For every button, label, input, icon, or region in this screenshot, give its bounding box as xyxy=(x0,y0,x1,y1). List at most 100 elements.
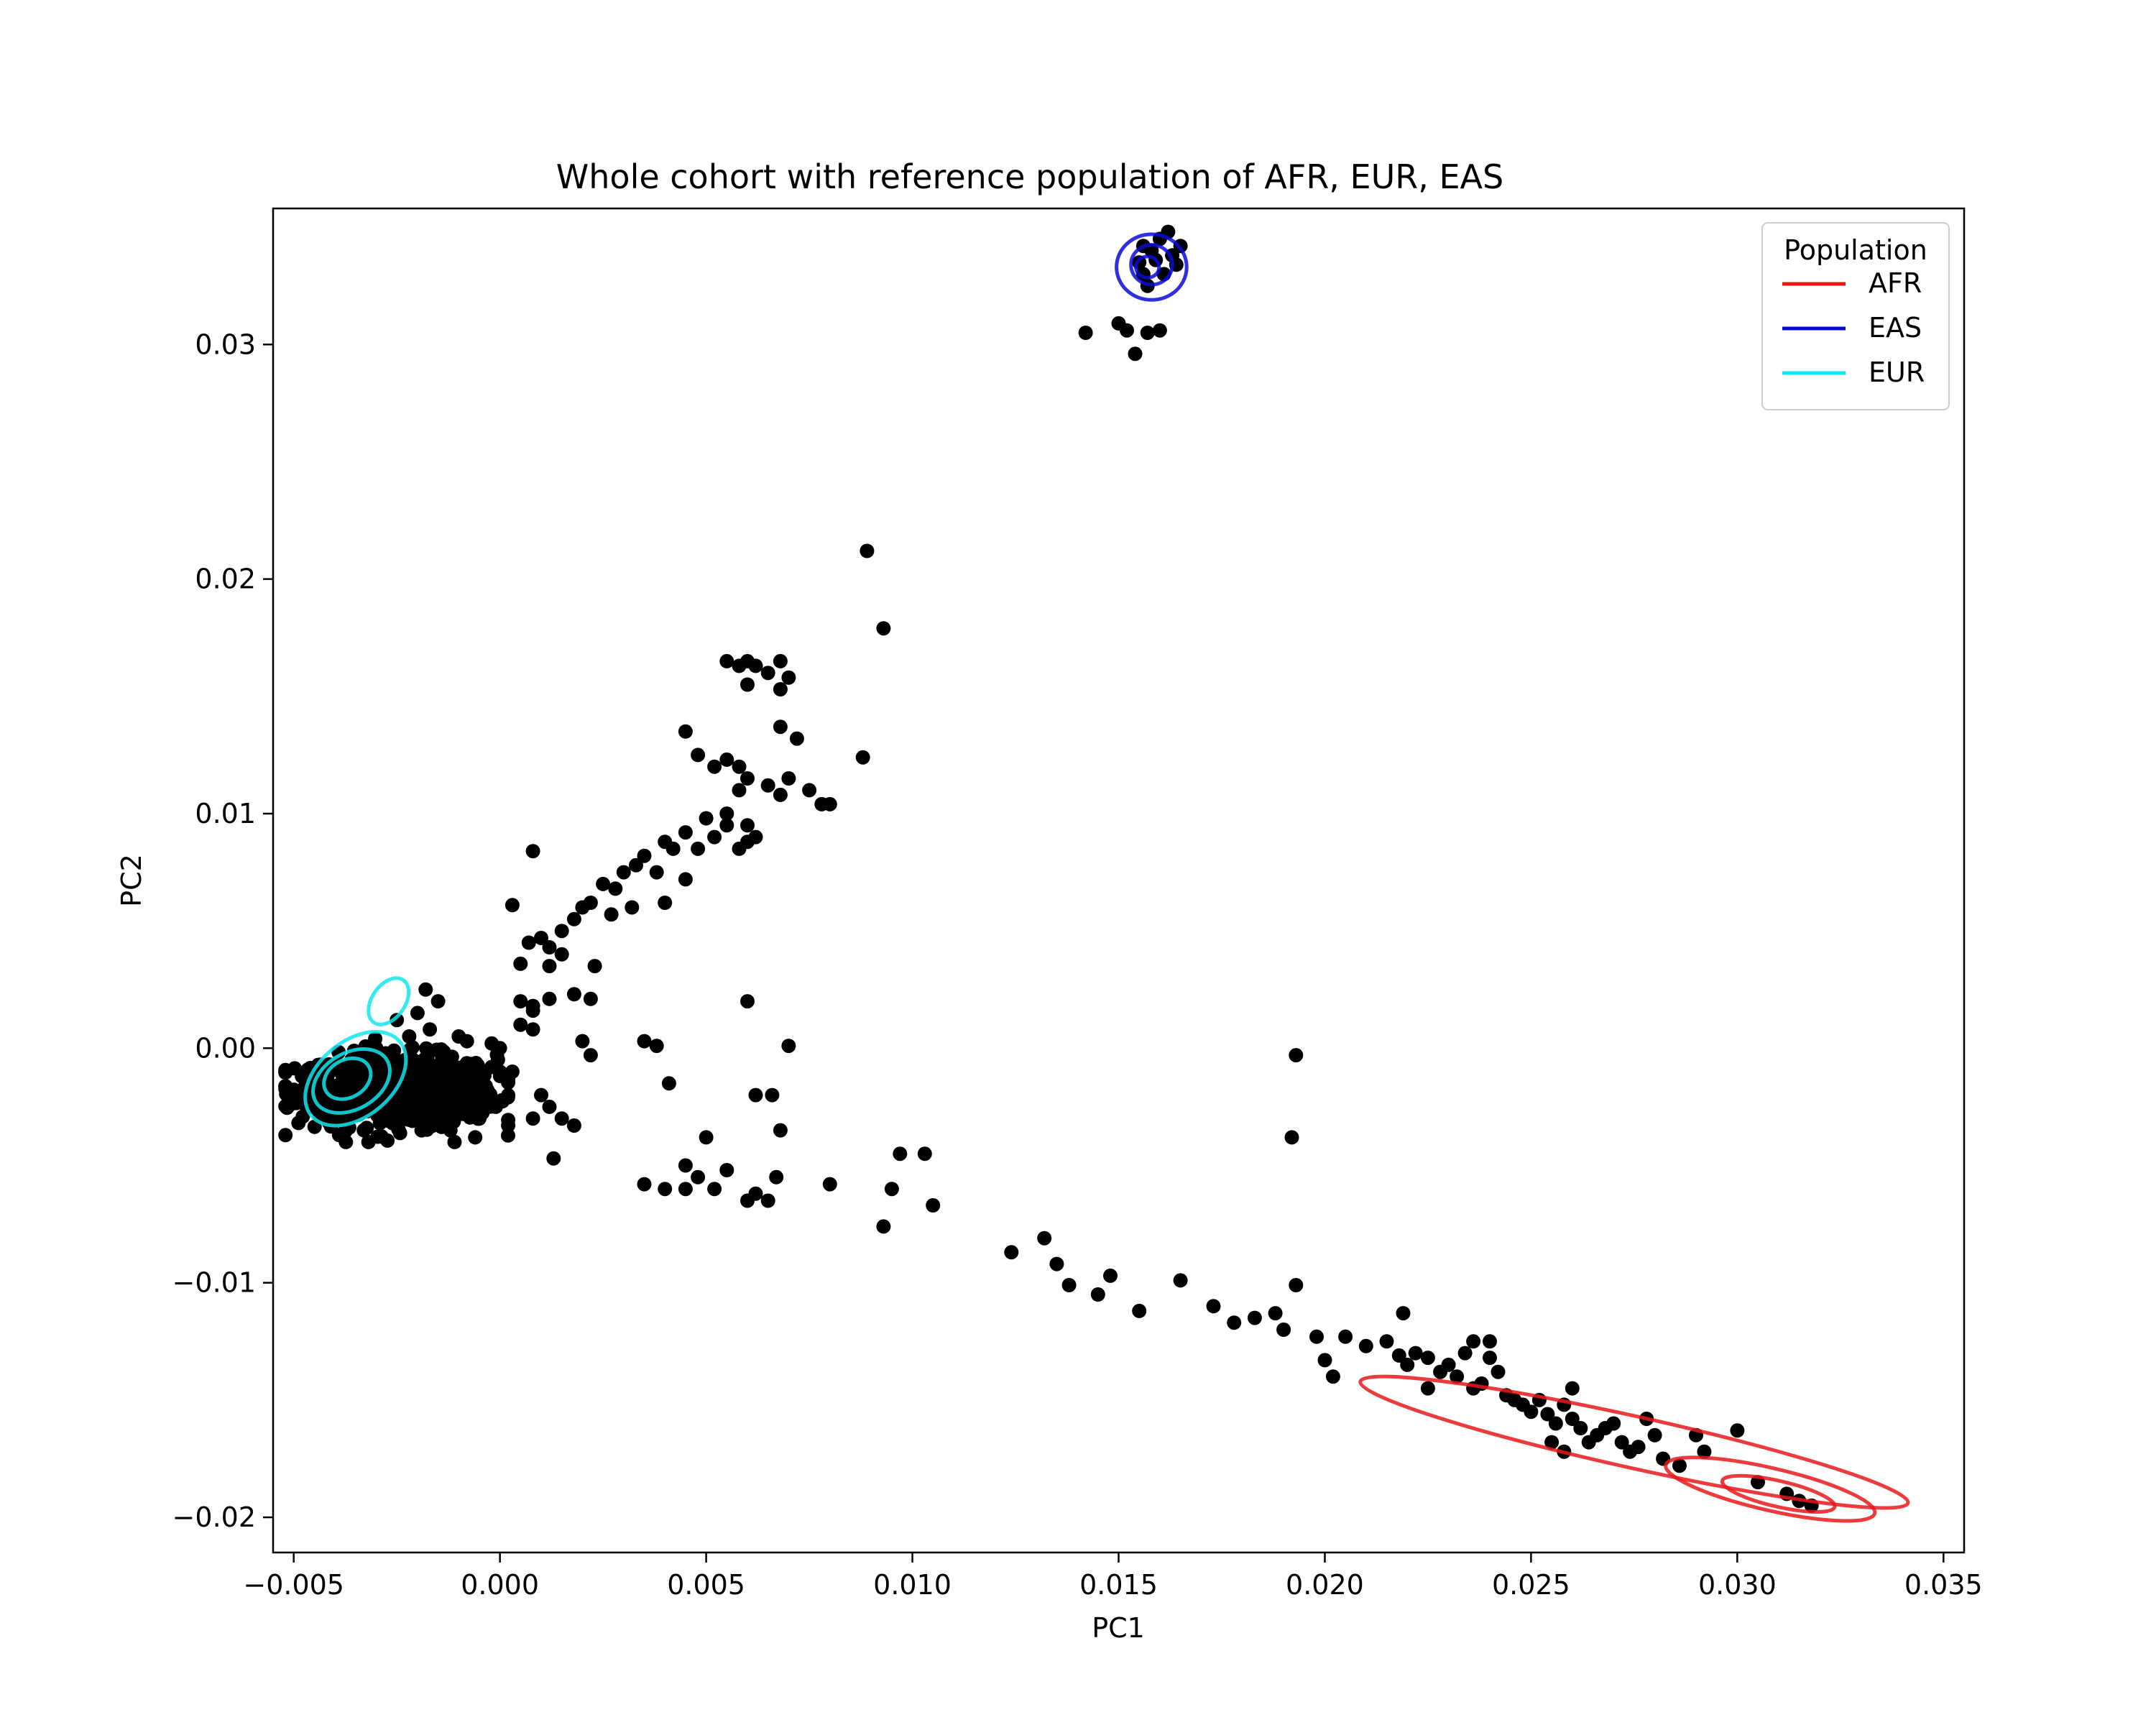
legend-label-eas: EAS xyxy=(1869,312,1922,344)
data-point xyxy=(505,898,520,913)
density-contour-eur xyxy=(322,1056,373,1101)
data-point xyxy=(1289,1278,1304,1292)
data-point xyxy=(719,1163,734,1177)
y-tick-label: 0.03 xyxy=(195,328,256,360)
data-point xyxy=(476,1069,491,1084)
data-point xyxy=(740,818,755,833)
data-point xyxy=(678,724,693,739)
data-point xyxy=(554,1111,569,1126)
data-point xyxy=(748,658,763,673)
data-point xyxy=(665,841,681,856)
cluster-point xyxy=(405,1040,420,1055)
data-point xyxy=(1420,1351,1435,1366)
plot-frame xyxy=(272,207,1966,1554)
y-axis-label: PC2 xyxy=(116,854,147,907)
data-point xyxy=(760,1193,775,1208)
data-point xyxy=(542,959,557,974)
data-point xyxy=(769,1169,784,1184)
data-point xyxy=(789,731,804,746)
data-point xyxy=(1631,1440,1646,1455)
data-point xyxy=(1466,1334,1481,1349)
data-point xyxy=(781,1039,796,1054)
data-point xyxy=(1206,1299,1221,1314)
data-point xyxy=(484,1036,499,1051)
y-tick-label: −0.01 xyxy=(172,1267,256,1299)
y-tick-label: −0.02 xyxy=(172,1501,256,1533)
data-point xyxy=(1647,1427,1662,1443)
data-point xyxy=(1268,1306,1283,1321)
data-point xyxy=(472,1111,487,1126)
density-contour-afr xyxy=(1358,1374,1910,1510)
data-point xyxy=(513,1017,528,1032)
cluster-point xyxy=(501,1075,516,1090)
data-point xyxy=(781,771,796,786)
data-point xyxy=(583,1048,598,1063)
data-point xyxy=(566,987,581,1002)
data-point xyxy=(637,1177,652,1192)
data-point xyxy=(402,1029,417,1044)
data-point xyxy=(583,991,598,1006)
data-point xyxy=(554,924,569,939)
data-point xyxy=(542,940,557,954)
data-point xyxy=(855,750,870,765)
data-point xyxy=(678,872,693,887)
data-point xyxy=(1090,1287,1105,1302)
data-point xyxy=(390,1013,405,1028)
data-point xyxy=(1128,346,1143,362)
data-point xyxy=(542,991,557,1006)
data-point xyxy=(1491,1364,1506,1379)
data-point xyxy=(884,1182,899,1197)
density-contour-afr xyxy=(1664,1455,1877,1523)
data-point xyxy=(596,876,611,891)
data-point xyxy=(402,1087,417,1103)
data-point xyxy=(566,1118,581,1133)
data-point xyxy=(542,1099,557,1114)
data-point xyxy=(637,848,652,863)
data-point xyxy=(740,677,755,692)
data-point xyxy=(459,1034,474,1049)
data-point xyxy=(505,1064,520,1079)
density-contour-eas xyxy=(1115,232,1189,302)
cluster-point xyxy=(501,1128,515,1143)
data-point xyxy=(525,844,540,859)
data-point xyxy=(418,982,433,997)
data-point xyxy=(295,1069,310,1084)
data-point xyxy=(1140,326,1155,340)
data-point xyxy=(678,825,693,840)
data-point xyxy=(876,621,891,636)
data-point xyxy=(385,1116,400,1131)
data-point xyxy=(1061,1278,1077,1292)
cluster-point xyxy=(361,1134,376,1149)
data-point xyxy=(1441,1357,1456,1372)
data-point xyxy=(1173,1273,1188,1288)
data-point xyxy=(319,1076,334,1091)
data-point xyxy=(1420,1381,1435,1396)
y-tick-label: 0.00 xyxy=(195,1032,256,1064)
density-contour-eur xyxy=(367,976,411,1026)
data-point xyxy=(760,778,775,793)
data-point xyxy=(1540,1407,1555,1422)
data-point xyxy=(447,1134,462,1149)
x-tick-label: 0.015 xyxy=(1079,1569,1158,1601)
x-tick-label: 0.020 xyxy=(1286,1569,1364,1601)
data-point xyxy=(637,1034,652,1049)
data-point xyxy=(719,752,734,767)
data-point xyxy=(661,1076,676,1091)
data-point xyxy=(691,748,706,763)
data-point xyxy=(1483,1334,1497,1349)
data-point xyxy=(608,881,623,896)
cluster-point xyxy=(501,1113,516,1128)
data-point xyxy=(1544,1435,1560,1450)
cluster-point xyxy=(278,1079,293,1094)
data-point xyxy=(1606,1416,1621,1431)
y-axis: −0.02 −0.01 0.00 0.01 0.02 0.03 xyxy=(172,328,273,1533)
data-point xyxy=(1400,1357,1415,1372)
data-point xyxy=(369,1099,384,1114)
data-point xyxy=(583,896,598,910)
data-point xyxy=(534,1087,548,1103)
legend-frame xyxy=(1761,222,1950,410)
data-point xyxy=(587,959,602,974)
data-point xyxy=(860,543,875,558)
legend: Population AFR EAS EUR xyxy=(1761,222,1950,410)
